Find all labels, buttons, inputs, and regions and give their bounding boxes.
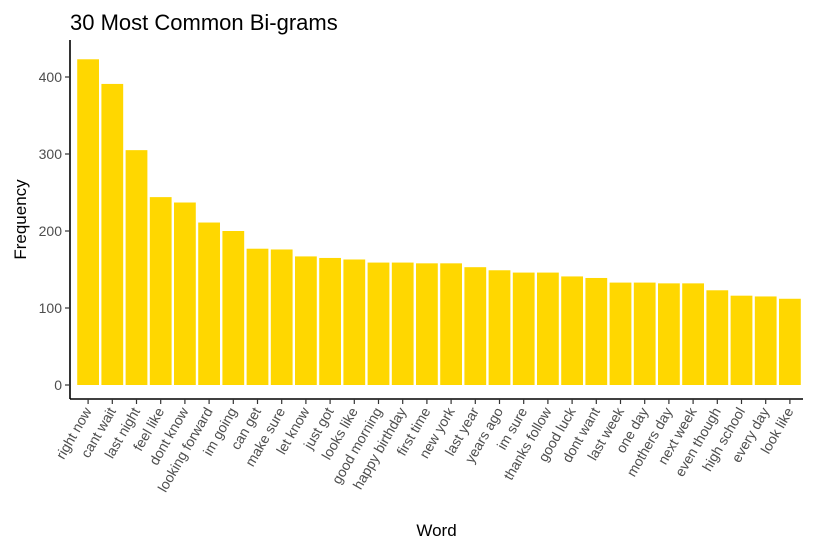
x-axis-title: Word — [416, 521, 456, 540]
y-axis-title: Frequency — [11, 179, 30, 260]
bar-im-sure — [512, 272, 535, 385]
bar-just-got — [319, 257, 341, 385]
bar-first-time — [416, 263, 438, 385]
bar-looking-forward — [198, 222, 220, 385]
bar-dont-want — [585, 277, 608, 385]
y-tick-label: 100 — [39, 300, 63, 316]
bar-thanks-follow — [537, 272, 559, 385]
bar-im-going — [222, 231, 245, 385]
bar-next-week — [682, 283, 704, 385]
bar-last-week — [609, 282, 632, 385]
y-tick-label: 200 — [39, 223, 63, 239]
bar-dont-know — [174, 202, 196, 385]
y-tick-label: 0 — [54, 377, 62, 393]
bar-right-now — [77, 59, 99, 385]
bar-one-day — [633, 282, 656, 385]
bar-cant-wait — [101, 83, 124, 386]
bar-looks-like — [343, 259, 366, 385]
bar-good-luck — [561, 276, 583, 385]
bar-feel-like — [149, 197, 172, 385]
bar-look-like — [779, 298, 801, 385]
bar-can-get — [246, 248, 269, 385]
bar-let-know — [295, 256, 317, 385]
bar-even-though — [706, 290, 729, 385]
bar-happy-birthday — [391, 262, 414, 385]
y-axis: 0 100 200 300 400 — [39, 40, 71, 399]
bar-make-sure — [270, 249, 293, 385]
bar-every-day — [754, 296, 777, 385]
bar-good-morning — [367, 262, 390, 385]
bar-years-ago — [488, 270, 511, 385]
bar-last-night — [125, 150, 148, 385]
chart-title: 30 Most Common Bi-grams — [70, 10, 338, 35]
y-tick-label: 400 — [39, 69, 63, 85]
y-tick-label: 300 — [39, 146, 63, 162]
bar-high-school — [730, 295, 753, 385]
bar-last-year — [464, 267, 487, 385]
bars-group — [77, 59, 801, 386]
bar-mothers-day — [658, 283, 680, 385]
bar-new-york — [440, 263, 462, 385]
